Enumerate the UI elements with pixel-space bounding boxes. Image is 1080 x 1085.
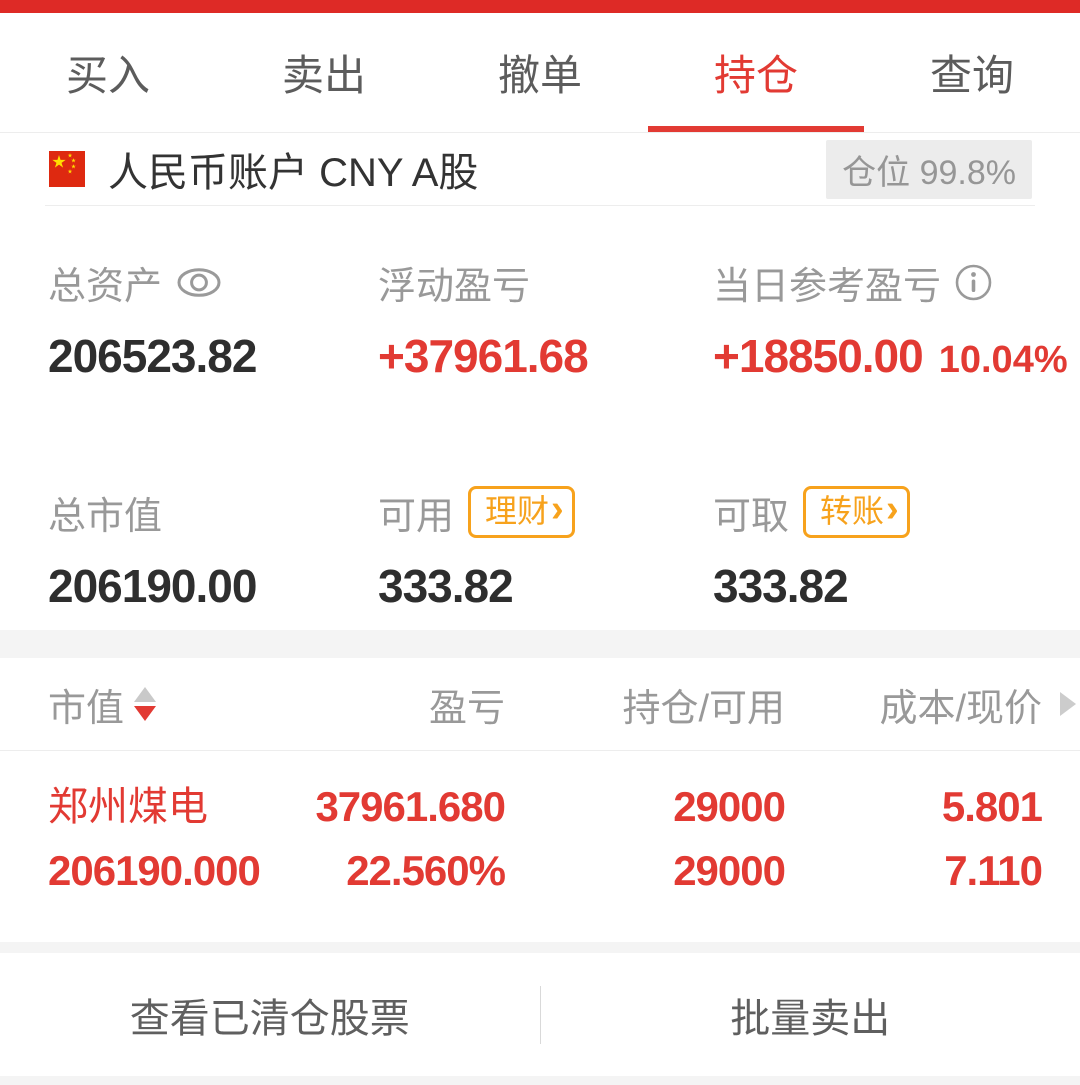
stat-floating-pl: 浮动盈亏 +37961.68 bbox=[378, 260, 713, 404]
stock-position-qty: 29000 bbox=[673, 783, 786, 830]
floating-pl-value: +37961.68 bbox=[378, 330, 589, 382]
header-market-value-label: 市值 bbox=[48, 687, 125, 730]
sort-icon bbox=[134, 687, 157, 721]
divider bbox=[45, 205, 1035, 206]
header-position-available: 持仓/可用 bbox=[622, 687, 785, 730]
withdrawable-label: 可取 bbox=[713, 495, 790, 538]
floating-pl-label: 浮动盈亏 bbox=[378, 265, 531, 308]
account-name: 人民币账户 CNY A股 bbox=[108, 151, 479, 195]
stat-available: 可用 理财 › 333.82 bbox=[378, 486, 713, 630]
stock-cost: 5.801 bbox=[941, 783, 1043, 830]
position-pl-cell: 37961.680 22.560% bbox=[308, 783, 506, 942]
daily-pl-value: +18850.00 bbox=[713, 330, 924, 382]
eye-icon[interactable] bbox=[176, 267, 222, 298]
stock-name: 郑州煤电 bbox=[48, 785, 208, 829]
total-market-value-label: 总市值 bbox=[48, 495, 163, 538]
bottom-separator bbox=[0, 1076, 1080, 1085]
view-cleared-stocks-button[interactable]: 查看已清仓股票 bbox=[129, 996, 410, 1041]
tab-sell[interactable]: 卖出 bbox=[281, 52, 366, 99]
tab-bar: 买入 卖出 撤单 持仓 查询 bbox=[0, 13, 1080, 133]
stock-pl: 37961.680 bbox=[315, 783, 506, 830]
status-bar bbox=[0, 0, 1080, 13]
total-market-value-value: 206190.00 bbox=[48, 560, 257, 612]
wealth-management-label: 理财 bbox=[485, 493, 550, 529]
daily-pl-percent: 10.04% bbox=[938, 339, 1068, 381]
tab-buy[interactable]: 买入 bbox=[65, 52, 150, 99]
batch-sell-button[interactable]: 批量卖出 bbox=[730, 996, 891, 1041]
transfer-button[interactable]: 转账 › bbox=[803, 486, 910, 538]
available-label: 可用 bbox=[378, 495, 455, 538]
stat-total-assets: 总资产 206523.82 bbox=[48, 260, 378, 404]
tab-query[interactable]: 查询 bbox=[929, 52, 1014, 99]
position-name-cell: 郑州煤电 206190.000 bbox=[48, 783, 308, 942]
position-qty-cell: 29000 29000 bbox=[505, 783, 786, 942]
stat-total-market-value: 总市值 206190.00 bbox=[48, 490, 378, 630]
stock-pl-percent: 22.560% bbox=[346, 847, 506, 894]
sort-desc-icon bbox=[134, 706, 157, 721]
stat-daily-pl: 当日参考盈亏 +18850.00 10.04% bbox=[713, 260, 1068, 404]
divider bbox=[539, 985, 541, 1044]
withdrawable-value: 333.82 bbox=[713, 560, 849, 612]
positions-table-header: 市值 盈亏 持仓/可用 成本/现价 bbox=[0, 658, 1080, 751]
total-assets-label: 总资产 bbox=[48, 265, 163, 308]
more-columns-icon[interactable] bbox=[1060, 692, 1076, 716]
tab-cancel-order[interactable]: 撤单 bbox=[497, 52, 582, 99]
daily-pl-label: 当日参考盈亏 bbox=[713, 265, 942, 308]
account-row: 人民币账户 CNY A股 仓位 99.8% bbox=[0, 133, 1080, 205]
info-icon[interactable] bbox=[955, 264, 992, 301]
transfer-label: 转账 bbox=[820, 493, 885, 529]
section-separator bbox=[0, 942, 1080, 953]
position-ratio-badge: 仓位 99.8% bbox=[826, 139, 1032, 199]
header-pl: 盈亏 bbox=[428, 687, 505, 730]
available-value: 333.82 bbox=[378, 560, 514, 612]
sort-asc-icon bbox=[134, 687, 157, 702]
china-flag-icon bbox=[48, 151, 86, 187]
position-row[interactable]: 郑州煤电 206190.000 37961.680 22.560% 29000 … bbox=[0, 751, 1080, 942]
total-assets-value: 206523.82 bbox=[48, 330, 257, 382]
chevron-right-icon: › bbox=[551, 487, 564, 530]
header-cost-price-label: 成本/现价 bbox=[879, 687, 1042, 730]
stock-available-qty: 29000 bbox=[673, 847, 786, 894]
header-market-value-sort[interactable]: 市值 bbox=[48, 677, 308, 732]
chevron-right-icon: › bbox=[886, 487, 899, 530]
section-separator bbox=[0, 630, 1080, 658]
position-price-cell: 5.801 7.110 bbox=[785, 783, 1043, 942]
tab-positions[interactable]: 持仓 bbox=[648, 13, 864, 132]
stock-price: 7.110 bbox=[944, 847, 1043, 894]
header-cost-price: 成本/现价 bbox=[785, 677, 1076, 732]
wealth-management-button[interactable]: 理财 › bbox=[468, 486, 575, 538]
stat-withdrawable: 可取 转账 › 333.82 bbox=[713, 486, 1068, 630]
account-stats: 总资产 206523.82 浮动盈亏 +37961.68 当日参考盈亏 bbox=[0, 206, 1080, 630]
stock-market-value: 206190.000 bbox=[48, 847, 261, 894]
footer-actions: 查看已清仓股票 批量卖出 bbox=[0, 953, 1080, 1076]
